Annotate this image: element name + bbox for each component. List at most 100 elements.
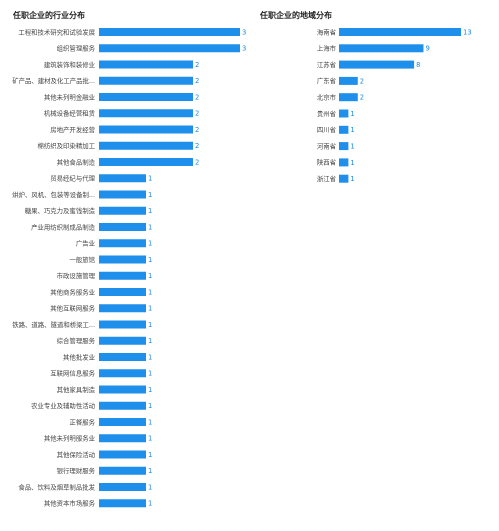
category-label: 广告业 [76,239,96,248]
value-label: 3 [242,28,246,36]
value-label: 1 [350,159,354,167]
value-label: 2 [360,94,364,102]
bar [99,320,146,329]
industry-distribution-chart: 任职企业的行业分布 工程和技术研究和试验发展 3 组织管理服务 3 建筑装饰和装修业 2 矿… [12,11,246,508]
category-label: 其他食品制造 [57,157,96,166]
category-label: 互联网信息服务 [50,369,95,378]
value-label: 1 [148,402,152,410]
value-label: 2 [195,110,199,118]
value-label: 1 [148,240,152,248]
bar [339,125,349,134]
value-label: 1 [148,288,152,296]
bar [339,158,349,167]
category-label: 其他资本市场服务 [44,499,96,508]
chart-title: 任职企业的地域分布 [260,11,332,20]
value-label: 2 [195,77,199,85]
category-label: 糖果、巧克力及蜜饯制造 [25,206,96,215]
bar [99,190,146,199]
bar [339,76,358,85]
category-label: 机械设备经营租赁 [44,109,96,118]
value-label: 1 [148,207,152,215]
value-label: 1 [148,337,152,345]
category-label: 其他互联网服务 [50,304,95,313]
value-label: 1 [148,467,152,475]
category-label: 一般旅馆 [69,255,95,264]
bar [99,141,193,150]
category-label: 其他未列明服务业 [44,434,96,443]
category-label: 其他商务服务业 [50,287,95,296]
category-label: 组织管理服务 [57,44,96,53]
category-label: 矿产品、建材及化工产品批... [12,76,95,85]
bar [99,353,146,361]
bar [339,174,349,183]
chart-title: 任职企业的行业分布 [13,11,85,20]
bar [99,223,146,231]
bar [339,109,349,118]
value-label: 2 [195,93,199,101]
bar [99,288,146,296]
bar [99,60,193,69]
bar [99,401,146,410]
category-label: 其他批发业 [63,352,96,361]
category-label: 工程和技术研究和试验发展 [18,27,95,36]
industry-bar-chart: 工程和技术研究和试验发展 3 组织管理服务 3 建筑装饰和装修业 2 矿产品、建材及化工产品… [12,27,246,508]
value-label: 1 [148,418,152,426]
bar [339,44,424,53]
category-label: 烘炉、风机、包装等设备制... [12,190,95,199]
bar [99,434,146,443]
value-label: 8 [416,61,420,69]
value-label: 1 [148,191,152,199]
category-label: 建筑装饰和装修业 [44,60,96,69]
bar [99,255,146,264]
category-label: 陕西省 [317,158,337,167]
value-label: 1 [148,386,152,394]
bar [99,239,146,248]
value-label: 1 [350,110,354,118]
bar [99,109,193,118]
category-label: 农业专业及辅助性活动 [31,401,96,410]
bar [99,418,146,426]
category-label: 产业用纺织制成品制造 [31,222,96,231]
category-label: 海南省 [317,27,337,36]
category-label: 市政设施管理 [57,271,96,280]
bar [99,336,146,345]
bar [339,93,358,102]
category-label: 江苏省 [317,60,337,69]
bar [99,483,146,491]
value-label: 1 [148,451,152,459]
value-label: 9 [425,45,429,53]
value-label: 1 [148,175,152,183]
value-label: 1 [350,126,354,134]
category-label: 浙江省 [317,174,337,183]
category-label: 其他家具制造 [57,385,96,394]
value-label: 2 [195,61,199,69]
category-label: 北京市 [317,93,337,102]
bar [99,76,193,85]
category-label: 正餐服务 [69,417,95,426]
bar [99,466,146,475]
value-label: 2 [360,77,364,85]
value-label: 1 [148,483,152,491]
bar [99,369,146,378]
bar [99,93,193,101]
value-label: 1 [148,370,152,378]
category-label: 房地产开发经营 [50,125,95,134]
region-bar-chart: 海南省 13 上海市 9 江苏省 8 广东省 2 北京市 2 贵州省 1 四川省 1 河南省 1 陕西省 1 浙江省… [317,27,472,183]
category-label: 综合管理服务 [57,336,96,345]
bar [339,142,349,151]
value-label: 1 [148,256,152,264]
category-label: 贵州省 [317,109,337,118]
value-label: 1 [148,435,152,443]
category-label: 广东省 [317,76,337,85]
category-label: 棉纺织及印染精加工 [37,141,95,150]
value-label: 1 [148,321,152,329]
category-label: 四川省 [317,125,337,134]
value-label: 1 [148,353,152,361]
bar [99,158,193,166]
category-label: 贸易经纪与代理 [50,174,95,183]
value-label: 1 [148,305,152,313]
category-label: 其他未列明金融业 [44,92,96,101]
value-label: 1 [148,272,152,280]
value-label: 1 [350,175,354,183]
value-label: 1 [350,143,354,151]
